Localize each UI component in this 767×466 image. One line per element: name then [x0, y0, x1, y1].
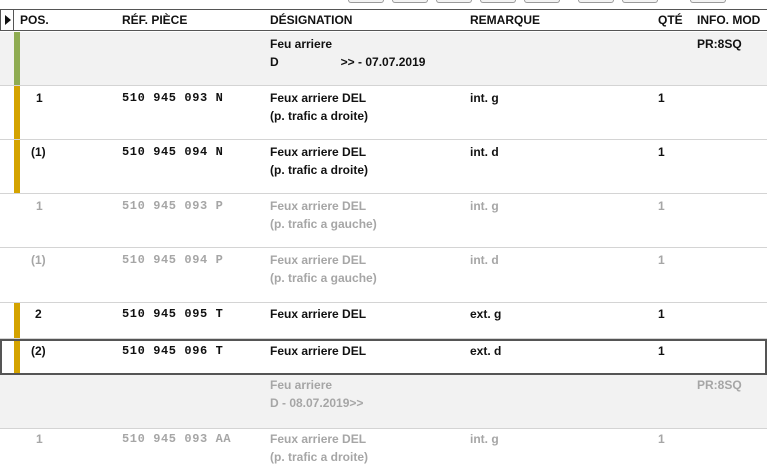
table-row[interactable]: (1) 510 945 094 P Feux arriere DEL (p. t… — [0, 248, 767, 303]
info-cell: PR:8SQ — [697, 378, 742, 392]
designation-cell: Feux arriere DEL (p. trafic a droite) — [270, 91, 369, 123]
toolbar-button[interactable] — [392, 0, 428, 3]
remarque-cell: ext. g — [470, 307, 502, 321]
toolbar-button[interactable] — [578, 0, 614, 3]
toolbar-button[interactable] — [622, 0, 658, 3]
column-header-info[interactable]: INFO. MOD — [697, 13, 761, 27]
column-header-qte[interactable]: QTÉ — [658, 13, 683, 27]
toolbar-button[interactable] — [348, 0, 384, 3]
designation-cell: Feu arriere D - 08.07.2019>> — [270, 378, 364, 410]
toolbar-button[interactable] — [524, 0, 560, 3]
ref-cell[interactable]: 510 945 093 N — [122, 91, 224, 105]
column-header-remarque[interactable]: REMARQUE — [470, 13, 541, 27]
designation-cell: Feux arriere DEL (p. trafic a droite) — [270, 145, 369, 177]
table-row-group[interactable]: Feu arriere D - 08.07.2019>> PR:8SQ — [0, 375, 767, 429]
ref-cell[interactable]: 510 945 095 T — [122, 307, 224, 321]
table-row[interactable]: 1 510 945 093 AA Feux arriere DEL (p. tr… — [0, 429, 767, 466]
row-selector-header[interactable] — [0, 9, 14, 31]
table-row-group[interactable]: Feu arriere D >> - 07.07.2019 PR:8SQ — [0, 32, 767, 86]
info-cell: PR:8SQ — [697, 37, 742, 51]
qte-cell: 1 — [658, 199, 665, 213]
remarque-cell: int. d — [470, 145, 499, 159]
column-header-ref[interactable]: RÉF. PIÈCE — [122, 13, 188, 27]
remarque-cell: int. d — [470, 253, 499, 267]
pos-cell: 2 — [35, 307, 42, 321]
remarque-cell: int. g — [470, 432, 499, 446]
table-row[interactable]: (1) 510 945 094 N Feux arriere DEL (p. t… — [0, 140, 767, 194]
toolbar-button[interactable] — [436, 0, 472, 3]
qte-cell: 1 — [658, 307, 665, 321]
remarque-cell: int. g — [470, 91, 499, 105]
table-header: POS. RÉF. PIÈCE DÉSIGNATION REMARQUE QTÉ… — [0, 9, 767, 31]
arrow-right-icon — [5, 15, 11, 25]
row-indicator-bar — [14, 341, 20, 373]
qte-cell: 1 — [658, 344, 665, 358]
remarque-cell: int. g — [470, 199, 499, 213]
pos-cell: (2) — [31, 344, 46, 358]
table-row[interactable]: 2 510 945 095 T Feux arriere DEL ext. g … — [0, 303, 767, 339]
row-indicator-bar — [14, 32, 20, 85]
row-indicator-bar — [14, 303, 20, 338]
pos-cell: (1) — [31, 145, 46, 159]
column-header-pos[interactable]: POS. — [20, 13, 49, 27]
ref-cell[interactable]: 510 945 096 T — [122, 344, 224, 358]
designation-cell: Feux arriere DEL (p. trafic a gauche) — [270, 199, 377, 231]
designation-cell: Feu arriere D >> - 07.07.2019 — [270, 37, 426, 69]
designation-cell: Feux arriere DEL (p. trafic a gauche) — [270, 253, 377, 285]
pos-cell: 1 — [36, 91, 43, 105]
qte-cell: 1 — [658, 253, 665, 267]
qte-cell: 1 — [658, 145, 665, 159]
pos-cell: 1 — [36, 199, 43, 213]
table-row[interactable]: 1 510 945 093 P Feux arriere DEL (p. tra… — [0, 194, 767, 248]
pos-cell: 1 — [36, 432, 43, 446]
qte-cell: 1 — [658, 91, 665, 105]
ref-cell[interactable]: 510 945 094 P — [122, 253, 224, 267]
designation-cell: Feux arriere DEL — [270, 344, 367, 358]
remarque-cell: ext. d — [470, 344, 502, 358]
pos-cell: (1) — [31, 253, 46, 267]
row-indicator-bar — [14, 140, 20, 193]
designation-cell: Feux arriere DEL (p. trafic a droite) — [270, 432, 369, 464]
column-header-designation[interactable]: DÉSIGNATION — [270, 13, 353, 27]
toolbar-button[interactable] — [480, 0, 516, 3]
toolbar-strip — [0, 0, 767, 9]
table-row-selected[interactable]: (2) 510 945 096 T Feux arriere DEL ext. … — [0, 339, 767, 375]
ref-cell[interactable]: 510 945 093 AA — [122, 432, 232, 446]
table-row[interactable]: 1 510 945 093 N Feux arriere DEL (p. tra… — [0, 86, 767, 140]
row-indicator-bar — [14, 86, 20, 139]
designation-cell: Feux arriere DEL — [270, 307, 367, 321]
qte-cell: 1 — [658, 432, 665, 446]
toolbar-button[interactable] — [690, 0, 726, 3]
ref-cell[interactable]: 510 945 094 N — [122, 145, 224, 159]
ref-cell[interactable]: 510 945 093 P — [122, 199, 224, 213]
